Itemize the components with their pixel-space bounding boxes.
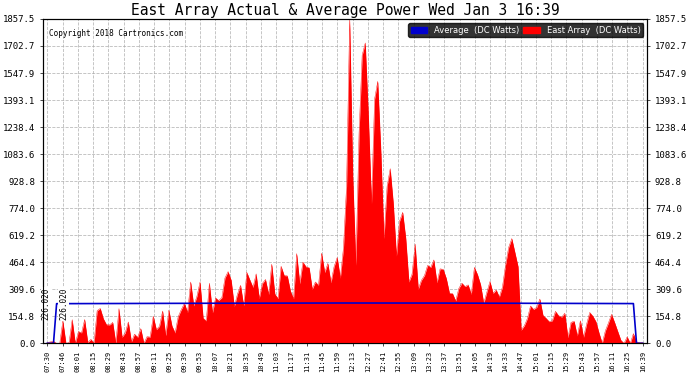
Text: 226.020: 226.020 [42,288,51,320]
Text: Copyright 2018 Cartronics.com: Copyright 2018 Cartronics.com [49,28,183,38]
Text: 226.020: 226.020 [59,288,68,320]
Title: East Array Actual & Average Power Wed Jan 3 16:39: East Array Actual & Average Power Wed Ja… [130,3,560,18]
Legend: Average  (DC Watts), East Array  (DC Watts): Average (DC Watts), East Array (DC Watts… [408,23,643,37]
